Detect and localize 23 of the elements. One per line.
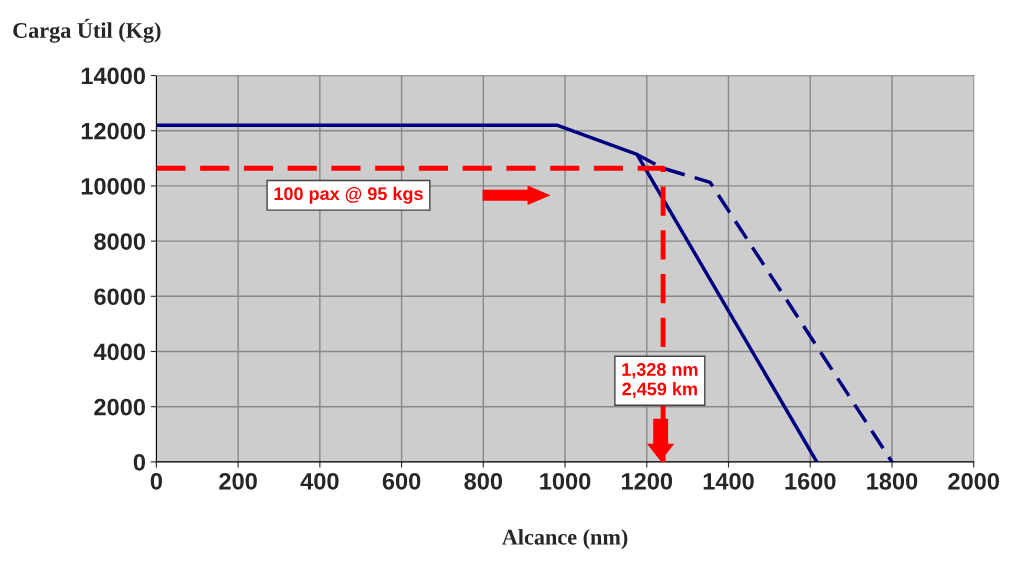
y-tick-label: 0: [133, 453, 146, 471]
x-tick-label: 200: [219, 472, 257, 490]
x-tick-label: 800: [464, 472, 503, 490]
y-tick-label: 14000: [81, 67, 146, 85]
x-tick-label: 1400: [703, 472, 754, 490]
y-tick-label: 2000: [94, 398, 146, 416]
x-tick-label: 600: [382, 472, 421, 490]
x-tick-label: 1800: [867, 472, 918, 490]
y-axis-title: Carga Útil (Kg): [13, 18, 161, 43]
x-tick-label: 2000: [948, 472, 999, 490]
y-tick-label: 4000: [93, 343, 146, 361]
x-tick-label: 1200: [622, 472, 673, 490]
annotation: 1,328 nm 2,459 km: [622, 363, 698, 398]
x-tick-label: 400: [300, 472, 339, 490]
y-tick-label: 12000: [81, 122, 146, 140]
y-tick-label: 10000: [81, 177, 146, 195]
x-tick-label: 1600: [785, 472, 836, 490]
x-tick-label: 0: [150, 472, 162, 490]
x-tick-label: 1000: [540, 472, 591, 490]
annotation: 100 pax @ 95 kgs: [274, 186, 423, 204]
x-axis-title: Alcance (nm): [502, 529, 628, 550]
y-tick-label: 8000: [94, 233, 146, 250]
y-tick-label: 6000: [94, 288, 146, 306]
